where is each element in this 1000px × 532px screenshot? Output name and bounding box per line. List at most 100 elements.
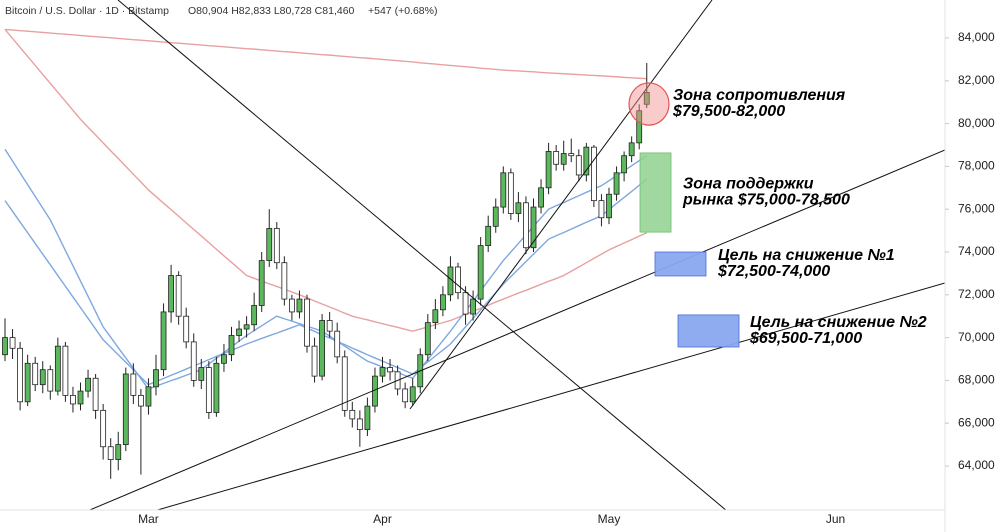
candle-body <box>523 202 529 249</box>
y-tick-label: 72,000 <box>958 287 995 301</box>
candle-body <box>553 151 560 165</box>
candle-body <box>311 345 318 377</box>
candle-body <box>402 388 409 403</box>
candle-body <box>439 294 446 311</box>
candle-body <box>500 172 507 208</box>
candle-body <box>485 225 492 246</box>
candle-body <box>387 367 393 373</box>
candle-body <box>288 298 295 313</box>
candle-body <box>190 341 197 381</box>
candle-body <box>530 206 537 249</box>
candle-body <box>47 369 54 392</box>
zone-label: Цель на снижение №1 <box>718 247 895 264</box>
candle-body <box>492 206 499 227</box>
candle-body <box>251 305 258 326</box>
y-tick-label: 74,000 <box>958 244 995 258</box>
candle-body <box>70 394 76 405</box>
candle-body <box>243 324 250 330</box>
candle-body <box>122 373 129 446</box>
x-tick-label: Apr <box>373 512 392 526</box>
candle-body <box>92 377 99 411</box>
y-tick-label: 68,000 <box>958 373 995 387</box>
candle-body <box>168 275 175 313</box>
zone-label: Зона поддержки <box>683 176 814 193</box>
trend-lines <box>88 0 945 510</box>
candle-body <box>613 172 620 195</box>
chart-title: Bitcoin / U.S. Dollar · 1D · Bitstamp <box>5 5 169 17</box>
candle-body <box>281 262 288 300</box>
candle-body <box>54 345 61 392</box>
candle-body <box>228 335 235 356</box>
ohlc-legend: O80,904 H82,833 L80,728 C81,460 <box>188 5 355 17</box>
candle-body <box>583 146 590 176</box>
candle-body <box>198 367 205 381</box>
zone-label: $69,500-71,000 <box>749 330 862 347</box>
candle-body <box>470 298 477 315</box>
zone-label: $79,500-82,000 <box>672 103 785 120</box>
candle-body <box>205 367 212 413</box>
candle-body <box>130 373 137 396</box>
candle-body <box>145 386 152 407</box>
x-tick-label: Mar <box>138 512 159 526</box>
zone-box <box>677 314 740 348</box>
candle-body <box>545 151 552 189</box>
candle-body <box>77 390 84 405</box>
candle-body <box>160 311 167 371</box>
zone-box <box>654 251 707 277</box>
candle-body <box>424 322 431 356</box>
candle-body <box>24 362 31 403</box>
candle-body <box>326 320 333 332</box>
change-label: +547 (+0.68%) <box>368 5 437 17</box>
zone-label: $72,500-74,000 <box>717 263 830 280</box>
candle-body <box>9 337 16 349</box>
candle-body <box>32 362 39 386</box>
candle-body <box>568 153 575 157</box>
candle-body <box>432 309 439 324</box>
candle-body <box>621 155 627 174</box>
candle-body <box>598 200 605 219</box>
candle-body <box>409 386 416 403</box>
trend-line <box>155 282 945 510</box>
candle-body <box>175 275 182 317</box>
candle-body <box>560 153 567 165</box>
candle-body <box>591 146 597 202</box>
trend-line <box>409 0 713 410</box>
candle-body <box>17 347 24 403</box>
candle-body <box>153 369 159 388</box>
candle-body <box>606 193 612 219</box>
candle-body <box>296 298 303 313</box>
candle-body <box>334 330 341 358</box>
y-tick-label: 80,000 <box>958 116 995 130</box>
candle-body <box>183 315 190 343</box>
candle-body <box>62 345 69 396</box>
candle-body <box>137 394 144 407</box>
trend-line <box>117 0 727 510</box>
y-tick-label: 70,000 <box>958 330 995 344</box>
zone-box <box>639 152 672 233</box>
candle-body <box>273 228 280 264</box>
candle-body <box>100 409 107 448</box>
x-tick-label: Jun <box>826 512 845 526</box>
y-tick-label: 66,000 <box>958 415 995 429</box>
moving-average <box>4 178 648 386</box>
zone-label: рынка $75,000-78,500 <box>682 192 850 209</box>
zone-label: Цель на снижение №2 <box>750 314 927 331</box>
candle-body <box>462 292 469 315</box>
y-tick-label: 78,000 <box>958 159 995 173</box>
candle-body <box>341 356 348 411</box>
candle-body <box>107 446 114 460</box>
candle-body <box>115 444 122 460</box>
candle-body <box>636 110 643 144</box>
moving-average <box>4 28 647 80</box>
trend-line <box>88 149 945 510</box>
x-tick-label: May <box>598 512 621 526</box>
candle-body <box>356 418 363 431</box>
y-tick-label: 84,000 <box>958 30 995 44</box>
moving-average <box>4 28 648 332</box>
zone-label: Зона сопротивления <box>673 87 846 104</box>
candle-body <box>2 337 8 356</box>
candle-body <box>266 228 273 261</box>
candle-body <box>575 155 582 176</box>
candle-body <box>455 266 461 294</box>
